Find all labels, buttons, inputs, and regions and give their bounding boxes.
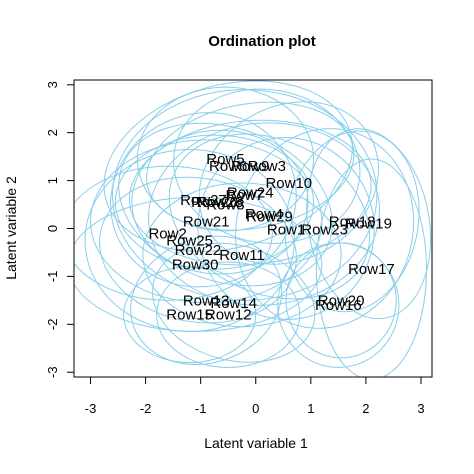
ellipse-6 (103, 80, 353, 252)
ellipse-28 (131, 129, 309, 275)
ellipse-30 (74, 196, 323, 332)
point-label-row11: Row11 (219, 247, 265, 264)
point-label-row4: Row4 (245, 206, 283, 223)
point-label-row12: Row12 (205, 307, 252, 324)
ellipse-21 (90, 139, 323, 304)
ellipse-5 (136, 86, 315, 232)
ellipse-13 (130, 235, 283, 366)
ellipse-18 (284, 130, 420, 313)
point-label-row18: Row18 (329, 213, 376, 230)
chart-title: Ordination plot (208, 33, 315, 50)
point-label-row21: Row21 (183, 213, 230, 230)
ellipse-10 (198, 101, 379, 265)
x-tick-label: 1 (307, 401, 314, 416)
y-tick-label: -3 (45, 366, 60, 378)
point-label-row6: Row6 (209, 158, 247, 175)
point-label-row8: Row8 (206, 197, 244, 214)
y-tick-label: -1 (45, 271, 60, 283)
point-label-row30: Row30 (172, 256, 219, 273)
y-axis: -3 -2 -1 0 1 2 3 (45, 81, 75, 378)
y-tick-label: 1 (45, 177, 60, 184)
point-label-row26: Row26 (191, 194, 238, 211)
ellipse-19 (306, 128, 432, 320)
point-label-row7: Row7 (226, 187, 264, 204)
x-tick-label: -3 (85, 401, 97, 416)
point-label-row1: Row1 (267, 221, 305, 238)
point-label-row13: Row13 (183, 292, 230, 309)
row-labels: Row1Row2Row3Row4Row5Row6Row7Row8Row9Row1… (148, 151, 394, 324)
ellipse-4 (148, 122, 381, 306)
point-label-row29: Row29 (246, 209, 293, 226)
point-label-row27: Row27 (180, 192, 227, 209)
x-tick-label: 3 (417, 401, 424, 416)
x-tick-label: -1 (195, 401, 207, 416)
ellipse-17 (315, 158, 427, 377)
x-tick-label: 0 (252, 401, 259, 416)
ellipse-23 (235, 128, 415, 329)
ellipse-24 (128, 119, 372, 266)
point-label-row15: Row15 (166, 307, 213, 324)
point-label-row16: Row16 (315, 297, 362, 314)
ellipse-1 (197, 137, 375, 320)
x-axis: -3 -2 -1 0 1 2 3 (85, 376, 425, 416)
point-label-row25: Row25 (166, 232, 213, 249)
x-tick-label: -2 (140, 401, 152, 416)
y-tick-label: -2 (45, 319, 60, 331)
point-label-row10: Row10 (265, 175, 312, 192)
point-label-row22: Row22 (175, 242, 222, 259)
y-axis-label: Latent variable 2 (3, 176, 19, 280)
point-label-row14: Row14 (210, 295, 257, 312)
ellipse-22 (98, 176, 297, 324)
point-label-row23: Row23 (301, 221, 348, 238)
point-label-row9: Row9 (231, 158, 269, 175)
point-label-row28: Row28 (197, 194, 244, 211)
y-tick-label: 2 (45, 129, 60, 136)
x-tick-label: 2 (362, 401, 369, 416)
ellipse-20 (285, 242, 397, 359)
ellipse-9 (146, 101, 355, 231)
x-axis-label: Latent variable 1 (204, 435, 308, 451)
y-tick-label: 3 (45, 81, 60, 88)
point-label-row2: Row2 (148, 225, 186, 242)
point-label-row20: Row20 (318, 292, 365, 309)
ellipse-29 (168, 133, 371, 300)
y-tick-label: 0 (45, 225, 60, 232)
point-label-row3: Row3 (248, 158, 286, 175)
point-label-row5: Row5 (206, 151, 244, 168)
ellipse-8 (118, 122, 333, 287)
confidence-ellipses (74, 80, 432, 377)
point-label-row19: Row19 (345, 216, 392, 233)
point-label-row17: Row17 (348, 261, 395, 278)
ellipse-12 (156, 261, 301, 368)
ellipse-26 (114, 134, 315, 270)
ellipse-7 (112, 89, 378, 301)
point-label-row24: Row24 (227, 185, 274, 202)
ellipse-2 (74, 165, 273, 301)
ellipse-27 (110, 112, 297, 288)
